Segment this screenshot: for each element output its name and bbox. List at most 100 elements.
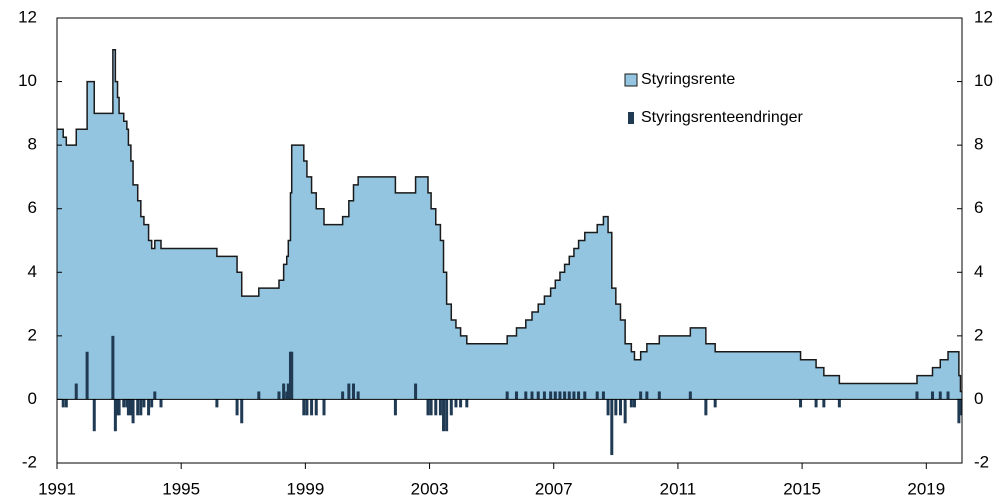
change-bar bbox=[305, 399, 309, 416]
change-bar bbox=[601, 391, 605, 400]
legend-swatch bbox=[628, 112, 634, 124]
y-tick-label: 12 bbox=[18, 7, 37, 26]
change-bar bbox=[572, 391, 576, 400]
change-bar bbox=[713, 399, 717, 408]
x-tick-label: 2011 bbox=[660, 479, 697, 498]
change-bar bbox=[215, 399, 219, 408]
change-bar bbox=[542, 391, 546, 400]
change-bar bbox=[465, 399, 469, 408]
change-bar bbox=[111, 335, 115, 400]
change-bar bbox=[549, 391, 553, 400]
change-bar bbox=[595, 391, 599, 400]
change-bar bbox=[567, 391, 571, 400]
change-bar bbox=[125, 399, 129, 408]
change-bar bbox=[74, 383, 78, 400]
change-bar bbox=[116, 399, 120, 416]
change-bar bbox=[139, 399, 143, 416]
change-bar bbox=[282, 383, 286, 400]
y-tick-label: 2 bbox=[28, 325, 37, 344]
change-bar bbox=[915, 391, 919, 400]
change-bar bbox=[632, 399, 636, 408]
change-bar bbox=[347, 383, 351, 400]
change-bar bbox=[688, 391, 692, 400]
x-tick-label: 1995 bbox=[162, 479, 200, 498]
change-bar bbox=[257, 391, 261, 400]
rate-line bbox=[57, 49, 962, 393]
change-bar bbox=[314, 399, 318, 416]
change-bar bbox=[799, 399, 803, 408]
change-bar bbox=[147, 399, 151, 416]
x-tick-label: 2003 bbox=[411, 479, 449, 498]
change-bar bbox=[286, 383, 290, 400]
change-bar bbox=[64, 399, 68, 408]
change-bar bbox=[426, 399, 430, 416]
rate-area bbox=[57, 49, 962, 400]
change-bar bbox=[530, 391, 534, 400]
change-bar bbox=[122, 399, 126, 408]
y2-tick-label: -2 bbox=[974, 452, 989, 471]
change-bar bbox=[351, 383, 355, 400]
y-tick-label: 0 bbox=[28, 389, 37, 408]
y2-tick-label: 8 bbox=[974, 135, 983, 154]
change-bar bbox=[285, 391, 289, 400]
x-tick-label: 2015 bbox=[783, 479, 821, 498]
change-bar bbox=[837, 399, 841, 408]
change-bar bbox=[434, 399, 438, 416]
change-bar bbox=[445, 399, 449, 432]
change-bar bbox=[639, 391, 643, 400]
change-bar bbox=[113, 399, 117, 432]
change-bar bbox=[563, 391, 567, 400]
y2-tick-label: 0 bbox=[974, 389, 983, 408]
change-bar bbox=[235, 399, 239, 416]
y-tick-label: 10 bbox=[18, 71, 37, 90]
change-bar bbox=[126, 399, 130, 416]
change-bar bbox=[129, 399, 133, 416]
change-bar bbox=[606, 399, 610, 416]
change-bar bbox=[302, 399, 306, 416]
change-bar bbox=[290, 351, 294, 400]
change-bar bbox=[142, 399, 146, 408]
legend-swatch bbox=[624, 73, 638, 87]
change-bar bbox=[704, 399, 708, 416]
y2-tick-label: 6 bbox=[974, 198, 983, 217]
legend-label: Styringsrenteendringer bbox=[641, 109, 804, 126]
change-bar bbox=[957, 399, 961, 424]
legend-label: Styringsrente bbox=[641, 71, 735, 88]
change-bar bbox=[814, 399, 818, 408]
change-bar bbox=[536, 391, 540, 400]
y-tick-label: 4 bbox=[28, 262, 37, 281]
change-bar bbox=[505, 391, 509, 400]
change-bar bbox=[429, 399, 433, 416]
plot-frame bbox=[56, 17, 963, 464]
y2-tick-label: 4 bbox=[974, 262, 983, 281]
change-bar bbox=[645, 391, 649, 400]
change-bar bbox=[938, 391, 942, 400]
x-tick-label: 2007 bbox=[535, 479, 573, 498]
change-bar bbox=[117, 399, 121, 416]
change-bar bbox=[438, 399, 442, 416]
x-tick-label: 1999 bbox=[286, 479, 324, 498]
change-bar bbox=[454, 399, 458, 408]
change-bar bbox=[946, 391, 950, 400]
change-bar bbox=[277, 391, 281, 400]
change-bar bbox=[514, 391, 518, 400]
change-bar bbox=[240, 399, 244, 424]
change-bar bbox=[558, 391, 562, 400]
change-bar bbox=[822, 399, 826, 408]
change-bar bbox=[583, 391, 587, 400]
y2-tick-label: 2 bbox=[974, 325, 983, 344]
y-tick-label: 8 bbox=[28, 135, 37, 154]
x-tick-label: 1991 bbox=[38, 479, 76, 498]
change-bar bbox=[553, 391, 557, 400]
change-bar bbox=[623, 399, 627, 424]
change-bar bbox=[61, 399, 65, 408]
change-bar bbox=[629, 399, 633, 408]
change-bar bbox=[131, 399, 135, 424]
change-bar bbox=[322, 399, 326, 416]
change-bar bbox=[414, 383, 418, 400]
change-bar bbox=[92, 399, 96, 432]
y-tick-label: 6 bbox=[28, 198, 37, 217]
change-bar bbox=[442, 399, 446, 432]
change-bar bbox=[577, 391, 581, 400]
